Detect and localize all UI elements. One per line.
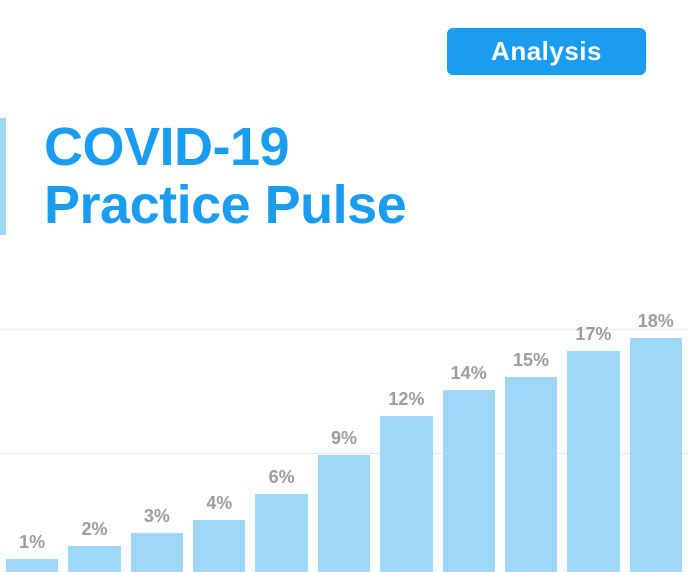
bar-wrap: 1%: [6, 262, 58, 572]
bar-label: 4%: [206, 493, 232, 514]
bar-label: 2%: [82, 519, 108, 540]
bar-container: 1% 2% 3% 4% 6% 9% 12% 14% 15% 17% 18%: [0, 262, 688, 572]
bar: [318, 455, 370, 572]
bar-label: 15%: [513, 350, 549, 371]
bar-chart: 1% 2% 3% 4% 6% 9% 12% 14% 15% 17% 18%: [0, 262, 688, 572]
analysis-badge: Analysis: [447, 28, 646, 75]
bar-label: 3%: [144, 506, 170, 527]
bar: [505, 377, 557, 572]
bar-wrap: 3%: [131, 262, 183, 572]
title-line-1: COVID-19: [44, 118, 406, 176]
bar: [68, 546, 120, 572]
bar: [443, 390, 495, 572]
title-line-2: Practice Pulse: [44, 176, 406, 234]
bar-wrap: 15%: [505, 262, 557, 572]
bar: [380, 416, 432, 572]
bar-wrap: 12%: [380, 262, 432, 572]
bar-label: 1%: [19, 532, 45, 553]
bar-wrap: 14%: [443, 262, 495, 572]
bar-wrap: 17%: [567, 262, 619, 572]
bar-wrap: 6%: [255, 262, 307, 572]
bar-wrap: 2%: [68, 262, 120, 572]
bar: [193, 520, 245, 572]
bar: [255, 494, 307, 572]
bar: [630, 338, 682, 572]
bar-label: 12%: [388, 389, 424, 410]
bar-label: 17%: [575, 324, 611, 345]
title-block: COVID-19 Practice Pulse: [0, 118, 406, 235]
bar: [6, 559, 58, 572]
bar-label: 6%: [269, 467, 295, 488]
bar-label: 9%: [331, 428, 357, 449]
bar-label: 18%: [638, 311, 674, 332]
bar: [131, 533, 183, 572]
bar: [567, 351, 619, 572]
bar-label: 14%: [451, 363, 487, 384]
bar-wrap: 9%: [318, 262, 370, 572]
bar-wrap: 18%: [630, 262, 682, 572]
bar-wrap: 4%: [193, 262, 245, 572]
